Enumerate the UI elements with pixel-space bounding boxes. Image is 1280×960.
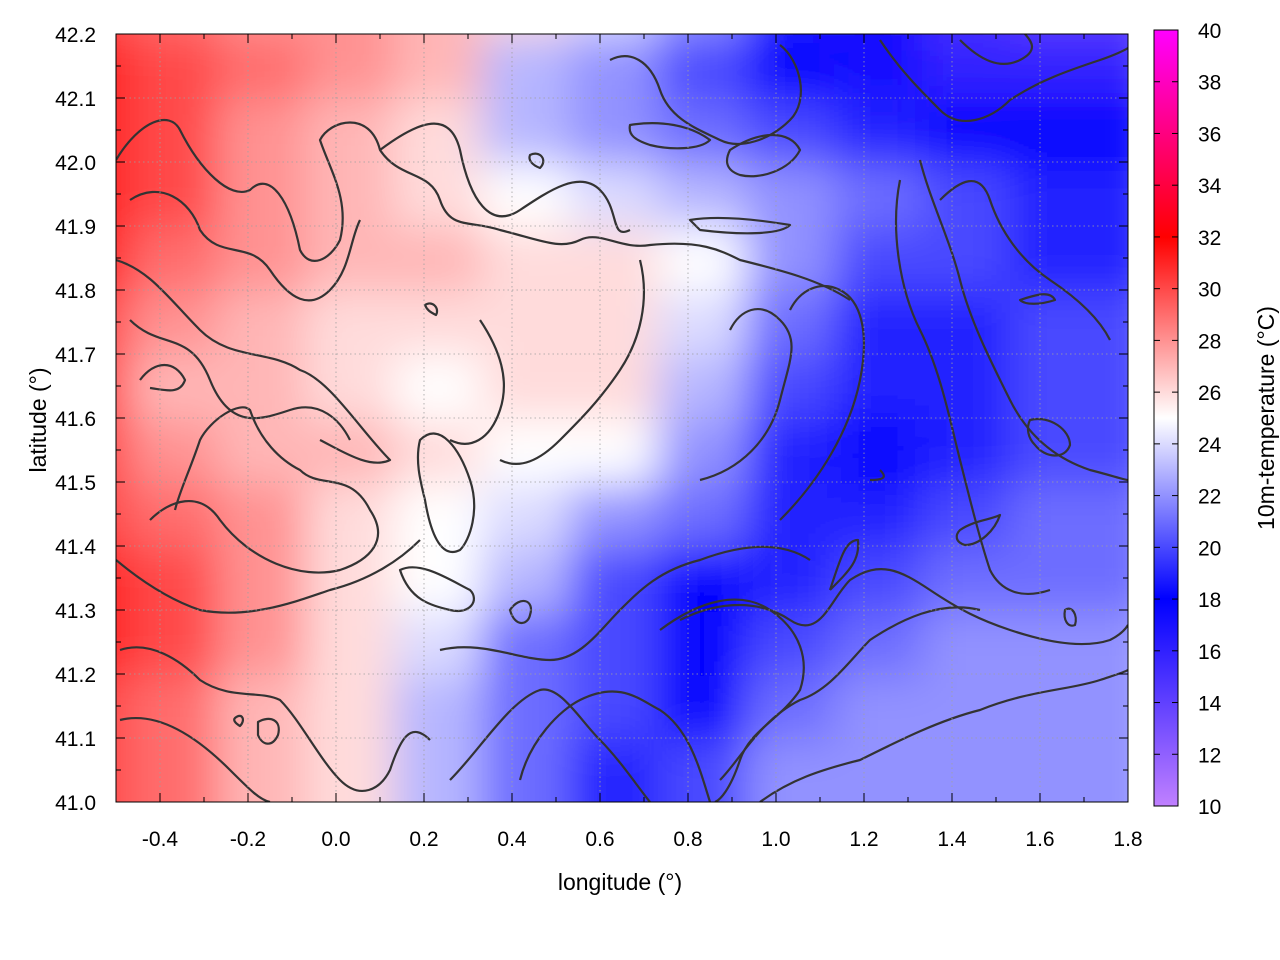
colorbar-tick-label: 24 [1198, 434, 1222, 457]
contour-line [955, 513, 1002, 547]
contour-line [116, 118, 851, 301]
contour-line [139, 364, 187, 392]
x-tick-label: -0.4 [142, 828, 179, 851]
y-tick-label: 41.8 [55, 280, 96, 303]
contour-line [1018, 293, 1057, 305]
contour-line [116, 258, 392, 464]
contour-line [628, 122, 712, 150]
colorbar-ticks: 10 12 14 16 18 20 22 24 26 28 30 32 34 36 38 40 [1154, 20, 1222, 819]
contour-line [869, 469, 885, 482]
x-tick-label: -0.2 [230, 828, 266, 851]
contour-line [1063, 607, 1077, 627]
colorbar-gradient [1153, 29, 1179, 807]
contour-line [725, 133, 802, 178]
contour-line [233, 714, 244, 728]
contour-line [499, 259, 646, 465]
x-tick-label: 1.2 [849, 828, 878, 851]
x-tick-label: 1.0 [761, 828, 790, 851]
contour-line [959, 34, 1033, 65]
y-tick-label: 42.2 [55, 24, 96, 47]
contour-line [719, 606, 981, 781]
x-tick-label: 0.8 [673, 828, 702, 851]
heatmap-cell [1010, 740, 1128, 802]
colorbar-tick-label: 20 [1198, 537, 1221, 560]
contour-line [879, 39, 1128, 122]
colorbar-tick-label: 14 [1198, 693, 1222, 716]
contour-line [379, 122, 631, 233]
contour-line [688, 216, 792, 235]
contour-line [779, 285, 866, 521]
colorbar-tick-label: 40 [1198, 20, 1221, 43]
contour-line [679, 568, 1128, 646]
y-axis-label: latitude (°) [25, 367, 51, 472]
y-tick-label: 42.1 [55, 88, 96, 111]
contour-line [508, 599, 533, 625]
y-tick-label: 41.4 [55, 536, 96, 559]
colorbar-tick-label: 10 [1198, 796, 1221, 819]
contour-line [659, 598, 805, 802]
colorbar-label: 10m-temperature (°C) [1253, 306, 1279, 530]
contour-line [449, 688, 651, 802]
y-tick-label: 41.7 [55, 344, 96, 367]
contour-line [699, 308, 793, 482]
x-tick-label: 0.2 [409, 828, 438, 851]
colorbar-tick-label: 34 [1198, 175, 1222, 198]
colorbar-tick-label: 16 [1198, 641, 1221, 664]
contour-line [423, 302, 439, 317]
contour-line [918, 159, 1128, 482]
contour-line [1026, 417, 1072, 457]
contour-line [518, 690, 712, 802]
y-tick-label: 41.9 [55, 216, 96, 239]
y-tick-label: 42.0 [55, 152, 96, 175]
temperature-field [116, 34, 1128, 802]
contour-line [256, 717, 280, 745]
contour-line [116, 539, 421, 614]
contour-line [609, 44, 802, 145]
colorbar-tick-label: 38 [1198, 72, 1221, 95]
colorbar-tick-label: 26 [1198, 382, 1221, 405]
contour-line [528, 152, 545, 170]
y-tick-label: 41.5 [55, 472, 96, 495]
x-tick-label: 1.4 [937, 828, 967, 851]
x-tick-label: 0.0 [321, 828, 350, 851]
contour-line [119, 717, 271, 802]
contour-line [398, 566, 475, 613]
y-tick-label: 41.1 [55, 728, 96, 751]
colorbar-tick-label: 32 [1198, 227, 1221, 250]
colorbar: 10 12 14 16 18 20 22 24 26 28 30 32 34 36 38 40 10m-tem… [1153, 20, 1279, 819]
contour-line [939, 180, 1111, 341]
colorbar-tick-label: 28 [1198, 330, 1221, 353]
contour-line [759, 669, 1128, 802]
x-tick-label: 1.6 [1025, 828, 1054, 851]
contour-line [416, 432, 476, 553]
colorbar-tick-label: 18 [1198, 589, 1221, 612]
colorbar-tick-label: 30 [1198, 279, 1221, 302]
contour-line [149, 406, 380, 574]
x-tick-label: 0.4 [497, 828, 527, 851]
y-tick-label: 41.3 [55, 600, 96, 623]
colorbar-tick-label: 22 [1198, 486, 1221, 509]
colorbar-tick-label: 36 [1198, 123, 1221, 146]
x-axis: -0.4 -0.2 0.0 0.2 0.4 0.6 0.8 1.0 1.2 1.4 1.6 1.8 [115, 34, 1143, 851]
y-axis: 41.0 41.1 41.2 41.3 41.4 41.5 41.6 41.7 41.8 41.9… [55, 24, 1128, 815]
x-tick-label: 0.6 [585, 828, 614, 851]
colorbar-tick-label: 12 [1198, 744, 1221, 767]
contour-line [129, 319, 351, 441]
contour-line [449, 319, 505, 445]
y-tick-label: 41.0 [55, 792, 96, 815]
x-tick-label: 1.8 [1113, 828, 1142, 851]
contour-line [828, 538, 860, 591]
contour-line [129, 190, 361, 302]
y-tick-label: 41.6 [55, 408, 96, 431]
x-axis-label: longitude (°) [558, 869, 682, 895]
contour-lines [116, 34, 1128, 802]
contour-line [895, 179, 1051, 595]
y-tick-label: 41.2 [55, 664, 96, 687]
